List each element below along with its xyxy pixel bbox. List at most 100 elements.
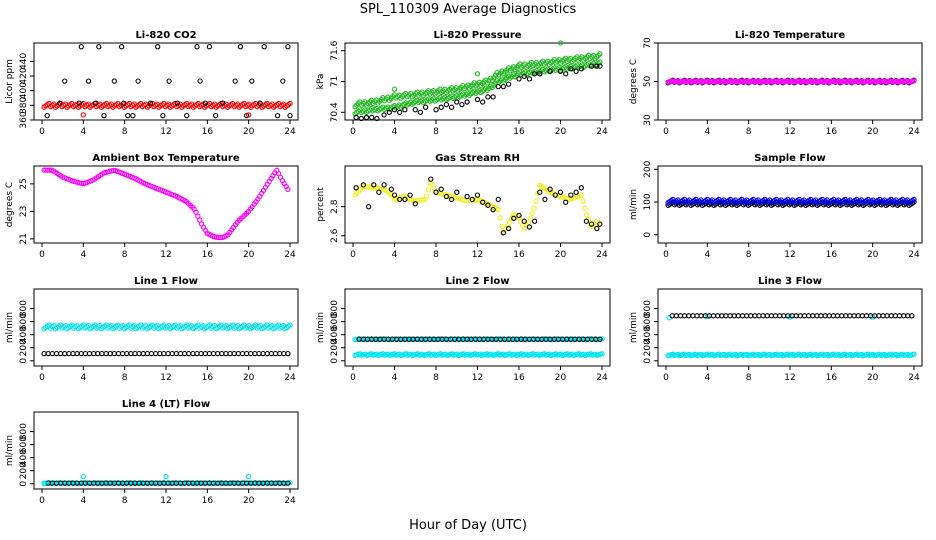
y-tick-label: 360 bbox=[19, 111, 29, 128]
data-point bbox=[76, 100, 82, 106]
data-point bbox=[111, 78, 117, 84]
x-tick-label: 20 bbox=[243, 250, 255, 260]
x-tick-label: 8 bbox=[122, 373, 128, 383]
data-point bbox=[120, 100, 127, 106]
y-tick-label: 21 bbox=[19, 233, 29, 244]
series-black bbox=[356, 336, 603, 342]
x-tick-label: 12 bbox=[472, 373, 483, 383]
x-tick-label: 0 bbox=[39, 496, 45, 506]
data-point bbox=[911, 351, 917, 357]
data-point bbox=[425, 187, 432, 193]
data-point bbox=[527, 216, 533, 222]
panel-title: Line 1 Flow bbox=[134, 276, 198, 287]
x-tick-label: 24 bbox=[596, 127, 608, 137]
y-tick-label: 0 bbox=[19, 358, 29, 364]
data-point bbox=[542, 196, 548, 203]
x-tick-label: 4 bbox=[80, 127, 86, 137]
data-point bbox=[422, 104, 429, 110]
panel-title: Li-820 Pressure bbox=[433, 30, 521, 41]
data-point bbox=[490, 94, 496, 100]
y-tick-label: 0 bbox=[19, 481, 29, 487]
chart-panel-rh: Gas Stream RH 0 4 8 12 16 20 24 2.6 2.8 percent bbox=[316, 153, 611, 260]
data-point bbox=[500, 83, 507, 90]
x-tick-label: 16 bbox=[513, 250, 525, 260]
x-tick-label: 16 bbox=[826, 250, 838, 260]
data-point bbox=[285, 44, 291, 50]
data-point bbox=[118, 44, 125, 50]
series-cyan bbox=[41, 473, 252, 486]
chart-panel-ambient: Ambient Box Temperature 0 4 8 12 16 20 24 21 23 25… bbox=[5, 153, 299, 260]
data-point bbox=[547, 186, 553, 192]
series-blue bbox=[665, 196, 917, 206]
data-point bbox=[412, 107, 418, 113]
y-tick-label: 30 bbox=[643, 114, 653, 126]
x-tick-label: 4 bbox=[80, 496, 86, 506]
data-point bbox=[597, 51, 603, 57]
data-point bbox=[474, 96, 481, 103]
chart-panel-temperature: Li-820 Temperature 0 4 8 12 16 20 24 30 50 70 degre… bbox=[629, 30, 923, 137]
data-point bbox=[96, 44, 102, 50]
y-tick-label: 800 bbox=[19, 423, 29, 440]
data-point bbox=[580, 198, 586, 204]
x-axis-label: Hour of Day (UTC) bbox=[409, 518, 527, 533]
data-point bbox=[533, 198, 539, 204]
data-point bbox=[474, 71, 481, 77]
y-tick-label: 50 bbox=[643, 76, 653, 88]
data-point bbox=[174, 100, 181, 106]
data-point bbox=[433, 107, 439, 113]
data-point bbox=[353, 114, 359, 121]
data-point bbox=[521, 73, 527, 80]
data-point bbox=[287, 112, 293, 119]
series-black bbox=[45, 480, 291, 486]
data-point bbox=[516, 212, 522, 219]
series-cyan bbox=[665, 351, 917, 359]
data-point bbox=[537, 189, 543, 195]
data-point bbox=[369, 114, 375, 121]
y-tick-label: 71.6 bbox=[330, 40, 340, 60]
x-tick-label: 12 bbox=[160, 127, 171, 137]
x-tick-label: 12 bbox=[160, 250, 171, 260]
data-point bbox=[495, 206, 501, 213]
data-point bbox=[407, 192, 413, 198]
data-point bbox=[202, 100, 208, 106]
data-point bbox=[402, 107, 408, 113]
x-tick-label: 0 bbox=[663, 373, 669, 383]
data-point bbox=[909, 313, 915, 319]
data-point bbox=[371, 182, 377, 188]
x-tick-label: 16 bbox=[202, 127, 214, 137]
y-tick-label: 70 bbox=[643, 37, 653, 49]
series-black bbox=[669, 313, 915, 319]
data-point bbox=[563, 199, 569, 205]
x-tick-label: 0 bbox=[39, 127, 45, 137]
y-tick-label: 70.4 bbox=[330, 102, 340, 122]
data-point bbox=[443, 101, 450, 108]
data-point bbox=[578, 192, 584, 198]
y-tick-label: 400 bbox=[19, 82, 29, 99]
data-point bbox=[365, 204, 372, 210]
y-tick-label: 600 bbox=[19, 313, 29, 330]
x-tick-label: 16 bbox=[202, 373, 214, 383]
data-point bbox=[597, 63, 603, 69]
data-point bbox=[516, 76, 522, 82]
data-point bbox=[531, 205, 537, 211]
x-tick-label: 4 bbox=[392, 250, 398, 260]
data-point bbox=[485, 202, 491, 208]
data-point bbox=[588, 221, 595, 227]
x-tick-label: 16 bbox=[513, 127, 525, 137]
y-tick-label: 400 bbox=[330, 326, 340, 343]
y-tick-label: 200 bbox=[643, 160, 653, 177]
y-tick-label: 400 bbox=[19, 449, 29, 466]
data-point bbox=[583, 218, 590, 224]
data-point bbox=[459, 101, 465, 108]
x-tick-label: 8 bbox=[122, 496, 128, 506]
y-tick-label: 0 bbox=[643, 358, 653, 364]
data-point bbox=[376, 189, 382, 195]
x-tick-label: 4 bbox=[80, 250, 86, 260]
panel-title: Line 4 (LT) Flow bbox=[122, 399, 210, 410]
data-point bbox=[397, 196, 403, 203]
series-black bbox=[41, 350, 291, 357]
y-tick-label: 100 bbox=[643, 193, 653, 210]
data-point bbox=[62, 78, 68, 84]
